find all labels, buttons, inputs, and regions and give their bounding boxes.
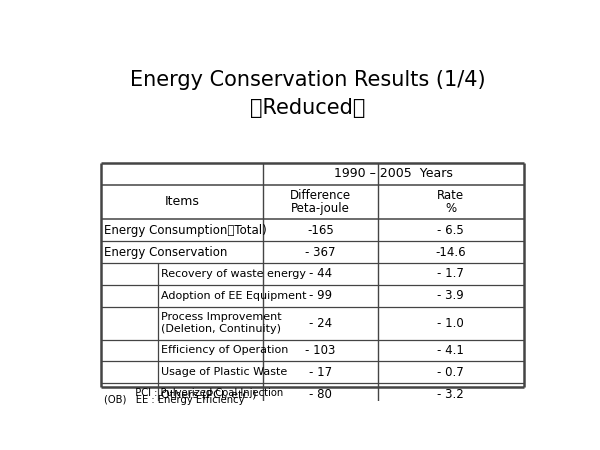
Text: - 1.7: - 1.7 [437,267,464,280]
Text: Usage of Plastic Waste: Usage of Plastic Waste [161,367,287,377]
Text: - 367: - 367 [305,246,336,258]
Text: Efficiency of Operation: Efficiency of Operation [161,346,289,356]
Text: （Reduced）: （Reduced） [250,98,365,118]
Text: - 1.0: - 1.0 [437,316,464,329]
Text: Process Improvement
(Deletion, Continuity): Process Improvement (Deletion, Continuit… [161,312,282,334]
Text: Others (PCI, etc.): Others (PCI, etc.) [161,389,257,399]
Text: -165: -165 [307,224,334,237]
Text: Adoption of EE Equipment: Adoption of EE Equipment [161,291,307,301]
Text: Energy Conservation Results (1/4): Energy Conservation Results (1/4) [130,70,485,90]
Text: Energy Consumption（Total): Energy Consumption（Total) [104,224,267,237]
Text: - 24: - 24 [309,316,332,329]
Text: - 3.2: - 3.2 [437,387,464,400]
Text: -14.6: -14.6 [436,246,466,258]
Text: - 80: - 80 [309,387,332,400]
Text: %: % [445,202,456,215]
Text: PCI : Pulverized Coal Injection: PCI : Pulverized Coal Injection [104,388,284,398]
Text: - 4.1: - 4.1 [437,344,464,357]
Text: Difference: Difference [290,189,351,202]
Text: Peta-joule: Peta-joule [291,202,350,215]
Text: - 3.9: - 3.9 [437,289,464,302]
Text: - 44: - 44 [309,267,332,280]
Text: Recovery of waste energy: Recovery of waste energy [161,269,307,279]
Text: (OB)   EE : Energy Efficiency: (OB) EE : Energy Efficiency [104,395,245,405]
Text: - 17: - 17 [309,366,332,379]
Text: Energy Conservation: Energy Conservation [104,246,227,258]
Text: Rate: Rate [437,189,464,202]
Text: - 6.5: - 6.5 [437,224,464,237]
Text: - 99: - 99 [309,289,332,302]
Text: - 0.7: - 0.7 [437,366,464,379]
Text: Items: Items [164,195,199,208]
Text: - 103: - 103 [305,344,336,357]
Text: 1990 – 2005  Years: 1990 – 2005 Years [334,167,453,180]
